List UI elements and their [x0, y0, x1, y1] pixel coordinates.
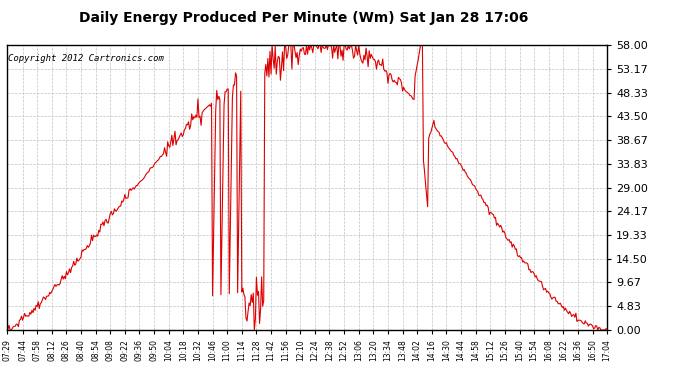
Text: Copyright 2012 Cartronics.com: Copyright 2012 Cartronics.com: [8, 54, 164, 63]
Text: Daily Energy Produced Per Minute (Wm) Sat Jan 28 17:06: Daily Energy Produced Per Minute (Wm) Sa…: [79, 11, 529, 25]
